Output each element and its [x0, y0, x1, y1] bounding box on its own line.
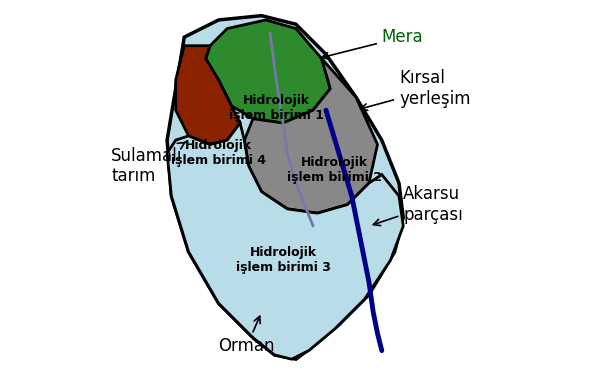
Polygon shape	[206, 20, 330, 123]
Polygon shape	[167, 16, 403, 359]
Text: Orman: Orman	[219, 316, 275, 355]
Text: Hidrolojik
işlem birimi 2: Hidrolojik işlem birimi 2	[287, 156, 382, 184]
Polygon shape	[244, 58, 378, 213]
Text: Hidrolojik
işlem birimi 3: Hidrolojik işlem birimi 3	[236, 247, 331, 274]
Text: Mera: Mera	[322, 28, 423, 59]
Text: Hidrolojik
işlem birimi 1: Hidrolojik işlem birimi 1	[229, 94, 324, 122]
Text: Akarsu
parçası: Akarsu parçası	[373, 185, 463, 226]
Text: Hidrolojik
işlem birimi 4: Hidrolojik işlem birimi 4	[171, 139, 266, 167]
Text: Kırsal
yerleşim: Kırsal yerleşim	[361, 69, 471, 111]
Text: Sulamalı
tarım: Sulamalı tarım	[111, 142, 185, 185]
Polygon shape	[175, 46, 240, 145]
Polygon shape	[167, 123, 403, 359]
